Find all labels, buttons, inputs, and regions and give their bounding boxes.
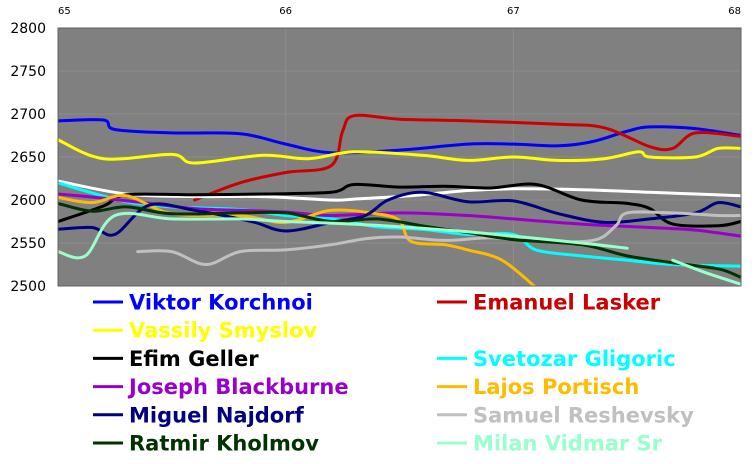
series-line-vassily-smyslov	[58, 138, 741, 165]
series-line-series-tail	[671, 258, 741, 286]
legend-label: Efim Geller	[129, 347, 259, 371]
series-line-g-za-mar-czy	[58, 179, 741, 202]
legend-label: Emanuel Lasker	[473, 291, 661, 315]
y-tick-label: 2700	[10, 107, 46, 123]
series-layer	[58, 113, 741, 286]
x-tick-label: 68	[728, 6, 741, 17]
x-tick-label: 66	[279, 6, 292, 17]
y-axis: 2800 2750 2700 2650 2600 2550 2500	[10, 21, 46, 295]
plot-border	[57, 27, 742, 287]
legend-label: Géza Maróczy	[473, 319, 637, 343]
series-line-miguel-najdorf	[58, 190, 741, 237]
series-line-emanuel-lasker	[193, 113, 741, 202]
legend-label: Lajos Portisch	[473, 375, 639, 399]
series-line-lajos-portisch	[58, 193, 537, 286]
series-line-viktor-korchnoi	[58, 118, 741, 155]
y-tick-label: 2600	[10, 193, 46, 209]
legend-label: Samuel Reshevsky	[473, 403, 694, 427]
y-tick-label: 2750	[10, 64, 46, 80]
gridlines	[58, 28, 741, 286]
legend-label: Joseph Blackburne	[127, 375, 349, 399]
legend: Viktor Korchnoi Emanuel Lasker Vassily Smy…	[93, 291, 694, 456]
series-line-samuel-reshevsky	[136, 210, 741, 266]
legend-label: Viktor Korchnoi	[129, 291, 313, 315]
x-tick-label: 67	[507, 6, 520, 17]
y-tick-label: 2550	[10, 236, 46, 252]
x-axis: 65 66 67 68	[58, 6, 741, 17]
series-line-ratmir-kholmov	[58, 201, 741, 279]
legend-label: Svetozar Gligoric	[473, 347, 676, 371]
legend-label: Milan Vidmar Sr	[473, 432, 663, 456]
y-tick-label: 2800	[10, 21, 46, 37]
y-tick-label: 2500	[10, 279, 46, 295]
legend-label: Ratmir Kholmov	[129, 432, 319, 456]
legend-label: Vassily Smyslov	[129, 319, 317, 343]
legend-label: Miguel Najdorf	[129, 403, 305, 427]
series-line-milan-vidmar-sr	[58, 211, 629, 260]
y-tick-label: 2650	[10, 150, 46, 166]
x-tick-label: 65	[58, 6, 71, 17]
